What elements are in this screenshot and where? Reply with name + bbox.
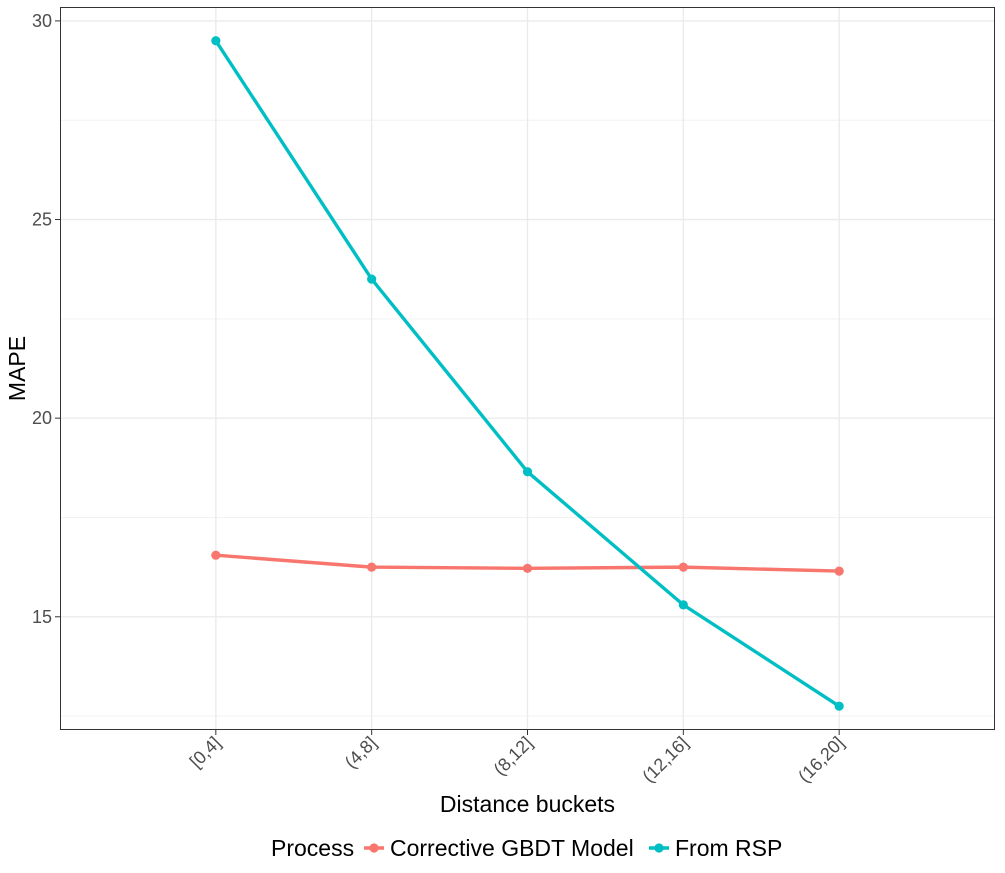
data-point bbox=[211, 550, 221, 560]
data-point bbox=[367, 274, 377, 284]
x-tick-label: [0,4] bbox=[186, 733, 225, 772]
legend-key-point bbox=[654, 843, 664, 853]
data-point bbox=[834, 566, 844, 576]
major-gridlines bbox=[60, 7, 995, 730]
x-tick-label: (4,8] bbox=[341, 733, 381, 773]
series-layer bbox=[211, 36, 844, 711]
y-tick-label: 15 bbox=[32, 607, 52, 627]
data-point bbox=[367, 562, 377, 572]
data-point bbox=[834, 701, 844, 711]
data-point bbox=[678, 562, 688, 572]
data-point bbox=[211, 36, 221, 46]
legend: Process Corrective GBDT Model From RSP bbox=[271, 835, 782, 861]
x-tick-label: (12,16] bbox=[638, 733, 692, 787]
x-tick-label: (16,20] bbox=[794, 733, 848, 787]
x-axis-title: Distance buckets bbox=[440, 791, 615, 817]
data-point bbox=[522, 467, 533, 477]
legend-label: Corrective GBDT Model bbox=[390, 835, 634, 861]
y-axis-title: MAPE bbox=[4, 336, 30, 401]
legend-key-point bbox=[369, 843, 379, 853]
y-tick-label: 20 bbox=[32, 408, 52, 428]
x-tick-label: (8,12] bbox=[490, 733, 537, 780]
y-axis: 15 20 25 30 bbox=[32, 11, 60, 627]
y-tick-label: 30 bbox=[32, 11, 52, 31]
data-point bbox=[678, 600, 688, 610]
y-tick-label: 25 bbox=[32, 210, 52, 230]
legend-label: From RSP bbox=[675, 835, 782, 861]
legend-title: Process bbox=[271, 835, 354, 861]
plot-border bbox=[60, 7, 995, 730]
data-point bbox=[522, 563, 533, 573]
x-axis: [0,4] (4,8] (8,12] (12,16] (16,20] bbox=[186, 730, 848, 786]
